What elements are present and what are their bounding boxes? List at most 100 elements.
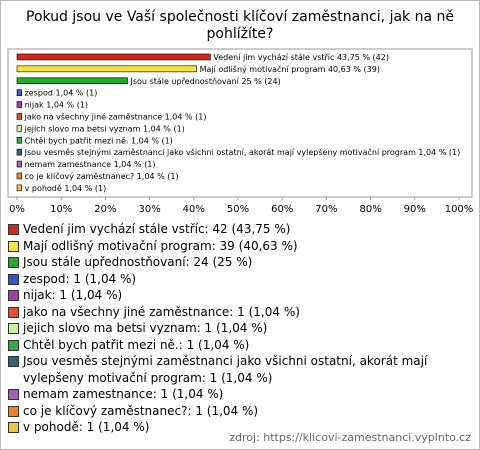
legend-item: jako na všechny jiné zaměstnance: 1 (1,0… bbox=[8, 304, 468, 321]
legend-label: co je klíčový zaměstnanec?: 1 (1,04 %) bbox=[23, 403, 259, 418]
bar-category: Jsou stále upřednostňovaní bbox=[130, 75, 240, 85]
value-label: 1,04 % (1) bbox=[165, 112, 207, 121]
x-tick-label: 80% bbox=[359, 204, 381, 215]
value-label: 1,04 % (1) bbox=[131, 136, 173, 145]
legend-label: Jsou vesměs stejnými zaměstnanci jako vš… bbox=[23, 354, 428, 385]
bar-label: v pohodě 1,04 % (1) bbox=[25, 183, 107, 192]
bar-label: Jsou stále upřednostňovaní 25 % (24) bbox=[130, 75, 281, 85]
bar bbox=[16, 148, 22, 156]
legend-item: Mají odlišný motivační program: 39 (40,6… bbox=[8, 238, 468, 255]
legend-label: Vedení jim vychází stále vstříc: 42 (43,… bbox=[23, 222, 291, 236]
value-label: 1,04 % (1) bbox=[64, 183, 106, 192]
value-label: 40,63 % (39) bbox=[328, 64, 380, 73]
bar-category: Vedení jim vychází stále vstříc bbox=[213, 52, 334, 61]
bar bbox=[16, 65, 197, 73]
chart-title: Pokud jsou ve Vaší společnosti klíčoví z… bbox=[26, 9, 454, 42]
legend-swatch bbox=[8, 257, 19, 268]
legend-item: Jsou stále upřednostňovaní: 24 (25 %) bbox=[8, 254, 468, 271]
bar bbox=[16, 53, 211, 61]
bar-label: jako na všechny jiné zaměstnance 1,04 % … bbox=[24, 111, 207, 121]
legend-swatch bbox=[8, 273, 19, 285]
legend-label: v pohodě: 1 (1,04 %) bbox=[23, 420, 150, 434]
bar-category: zespod bbox=[25, 88, 53, 97]
legend-label: jako na všechny jiné zaměstnance: 1 (1,0… bbox=[23, 304, 300, 319]
bar bbox=[16, 125, 22, 132]
x-tick-label: 20% bbox=[94, 204, 116, 215]
value-label: 43,75 % (42) bbox=[337, 52, 389, 61]
bar-label: zespod 1,04 % (1) bbox=[25, 88, 98, 97]
legend-item: jejich slovo ma betsi vyznam: 1 (1,04 %) bbox=[8, 320, 468, 337]
legend-label: Mají odlišný motivační program: 39 (40,6… bbox=[23, 238, 298, 253]
bar bbox=[16, 172, 22, 180]
legend-label: zespod: 1 (1,04 %) bbox=[23, 271, 137, 286]
bar bbox=[16, 77, 128, 85]
legend-label: jejich slovo ma betsi vyznam: 1 (1,04 %) bbox=[23, 321, 268, 335]
bar-category: Jsou vesměs stejnými zaměstnanci jako vš… bbox=[24, 147, 416, 157]
bar-category: v pohodě bbox=[25, 183, 62, 192]
legend-swatch bbox=[8, 290, 19, 301]
source: zdroj: https://klicovi-zamestnanci.vypln… bbox=[229, 431, 471, 444]
x-tick-label: 30% bbox=[138, 204, 160, 215]
bar bbox=[16, 160, 22, 168]
legend-label: nijak: 1 (1,04 %) bbox=[23, 288, 123, 302]
bar bbox=[16, 136, 22, 144]
legend-item: nijak: 1 (1,04 %) bbox=[8, 287, 468, 304]
x-tick-label: 60% bbox=[271, 204, 293, 215]
bar-label: nemam zamestnance 1,04 % (1) bbox=[25, 160, 156, 169]
bar-label: jejich slovo ma betsi vyznam 1,04 % (1) bbox=[24, 124, 185, 133]
legend-swatch bbox=[8, 356, 19, 367]
plot: 0% 10% 20% 30% 40% 50% 60% 70% 80% 90% 100% Vedení … bbox=[7, 48, 474, 215]
legend: Vedení jim vychází stále vstříc: 42 (43,… bbox=[8, 221, 468, 436]
bar-label: nijak 1,04 % (1) bbox=[25, 100, 88, 109]
legend-item: v pohodě: 1 (1,04 %) bbox=[8, 419, 468, 436]
legend-item: zespod: 1 (1,04 %) bbox=[8, 271, 468, 288]
bar bbox=[16, 101, 22, 108]
bar-category: nemam zamestnance bbox=[25, 160, 112, 169]
bar-category: nijak bbox=[25, 100, 44, 109]
x-tick-label: 40% bbox=[183, 204, 205, 215]
legend-label: nemam zamestnance: 1 (1,04 %) bbox=[23, 387, 224, 401]
x-tick-label: 70% bbox=[315, 204, 337, 215]
x-tick-label: 10% bbox=[50, 204, 72, 215]
value-label: 1,04 % (1) bbox=[418, 148, 460, 157]
legend-swatch bbox=[8, 339, 19, 351]
value-label: 1,04 % (1) bbox=[46, 100, 88, 109]
bar-label: co je klíčový zaměstnanec? 1,04 % (1) bbox=[25, 170, 179, 180]
bar-category: Mají odlišný motivační program bbox=[200, 63, 326, 73]
legend-label: Jsou stále upřednostňovaní: 24 (25 %) bbox=[23, 255, 253, 269]
bar-category: co je klíčový zaměstnanec? bbox=[25, 170, 135, 180]
x-tick-label: 50% bbox=[227, 204, 249, 215]
legend-item: Chtěl bych patřit mezi ně.: 1 (1,04 %) bbox=[8, 337, 468, 354]
plot-frame bbox=[7, 48, 473, 198]
value-label: 1,04 % (1) bbox=[114, 160, 156, 169]
legend-swatch bbox=[8, 306, 19, 318]
bar bbox=[16, 89, 22, 96]
value-label: 1,04 % (1) bbox=[137, 171, 179, 180]
legend-item: Jsou vesměs stejnými zaměstnanci jako vš… bbox=[8, 353, 468, 386]
bar-label: Jsou vesměs stejnými zaměstnanci jako vš… bbox=[24, 147, 461, 157]
legend-swatch bbox=[8, 389, 19, 400]
legend-swatch bbox=[8, 224, 19, 235]
bar-category: jejich slovo ma betsi vyznam bbox=[24, 124, 141, 133]
value-label: 1,04 % (1) bbox=[143, 124, 185, 133]
legend-label: Chtěl bych patřit mezi ně.: 1 (1,04 %) bbox=[23, 337, 250, 352]
x-tick-label: 0% bbox=[9, 204, 25, 215]
legend-swatch bbox=[8, 422, 19, 433]
legend-item: Vedení jim vychází stále vstříc: 42 (43,… bbox=[8, 221, 468, 238]
value-label: 25 % (24) bbox=[241, 76, 280, 85]
bar-category: Chtěl bych patřit mezi ně. bbox=[25, 136, 129, 145]
bar bbox=[16, 184, 22, 192]
legend-item: co je klíčový zaměstnanec?: 1 (1,04 %) bbox=[8, 403, 468, 420]
legend-swatch bbox=[8, 323, 19, 334]
bar-label: Vedení jim vychází stále vstříc 43,75 % … bbox=[213, 52, 389, 61]
legend-swatch bbox=[8, 405, 19, 417]
bar-label: Mají odlišný motivační program 40,63 % (… bbox=[200, 63, 380, 73]
value-label: 1,04 % (1) bbox=[55, 88, 97, 97]
bar bbox=[16, 113, 22, 120]
legend-item: nemam zamestnance: 1 (1,04 %) bbox=[8, 386, 468, 403]
legend-swatch bbox=[8, 240, 19, 252]
x-tick-label: 90% bbox=[404, 204, 426, 215]
x-tick-label: 100% bbox=[445, 204, 474, 215]
bar-category: jako na všechny jiné zaměstnance bbox=[24, 111, 163, 121]
